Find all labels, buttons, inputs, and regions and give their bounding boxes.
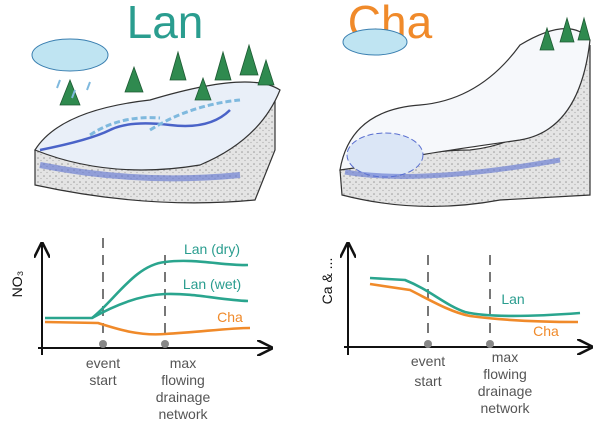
lan-graph: NO₃ Lan (dry) Lan (wet) Cha event start m… [9,238,270,422]
panel-title: Lan [127,0,204,48]
lan-landscape: Lan [31,0,281,204]
marker-label: event start [86,355,120,388]
curve-label: Lan [501,291,524,307]
cha-graph: Ca & ... Lan Cha event start max flowing dr… [319,245,590,416]
cha-landscape: Cha [339,0,591,207]
marker-label: max flowing drainage network [478,349,533,416]
curve-label: Cha [533,323,559,339]
curve-label: Cha [217,309,243,325]
marker-label: event start [411,353,445,389]
curve-label: Lan (dry) [184,241,240,257]
curve-label: Lan (wet) [183,276,241,292]
y-label: Ca & ... [319,258,335,305]
marker-label: max flowing drainage network [156,355,211,422]
y-label: NO₃ [9,271,25,298]
